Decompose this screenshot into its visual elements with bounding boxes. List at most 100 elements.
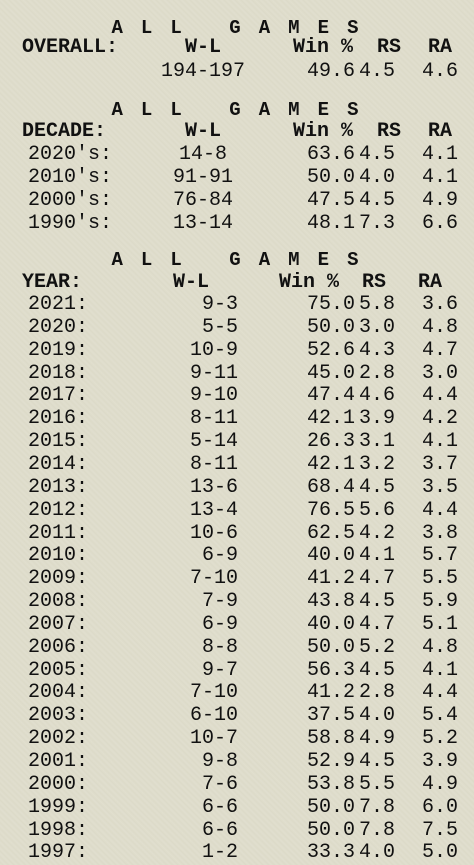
win-pct: 47.4 xyxy=(306,384,355,408)
runs-allowed: 6.0 xyxy=(421,795,458,819)
row-label: 2001: xyxy=(28,750,89,773)
runs-allowed: 4.7 xyxy=(421,338,458,362)
win-pct: 50.0 xyxy=(306,795,355,819)
row-label: 2019: xyxy=(28,338,89,362)
header-rs: RS xyxy=(376,36,402,59)
win-pct: 45.0 xyxy=(306,361,355,385)
runs-allowed: 5.2 xyxy=(421,727,458,751)
row-label: 2011: xyxy=(28,521,89,545)
header-ra: RA xyxy=(427,36,453,59)
runs-scored: 5.5 xyxy=(358,772,395,796)
win-loss: 8-8 xyxy=(201,635,238,659)
win-pct: 52.6 xyxy=(306,338,355,362)
runs-allowed: 4.1 xyxy=(421,658,458,682)
runs-scored: 3.1 xyxy=(358,430,395,454)
runs-scored: 4.9 xyxy=(358,727,395,751)
runs-allowed: 5.1 xyxy=(421,612,458,636)
win-pct: 56.3 xyxy=(306,658,355,682)
runs-allowed: 4.4 xyxy=(421,384,458,408)
header-wl: W-L xyxy=(184,120,222,143)
win-loss: 9-7 xyxy=(201,658,238,682)
win-pct: 68.4 xyxy=(306,475,355,499)
runs-scored: 4.5 xyxy=(358,658,395,682)
runs-scored: 3.2 xyxy=(358,452,395,476)
win-pct: 43.8 xyxy=(306,590,355,614)
win-loss: 8-11 xyxy=(189,452,238,476)
row-label: 1997: xyxy=(28,841,89,865)
row-label: 2006: xyxy=(28,635,89,659)
row-label: 1998: xyxy=(28,818,89,842)
runs-allowed: 4.1 xyxy=(421,430,458,454)
row-label: 2007: xyxy=(28,612,89,636)
win-pct: 50.0 xyxy=(306,166,355,189)
runs-scored: 7.8 xyxy=(358,818,395,842)
runs-allowed: 5.0 xyxy=(421,841,458,865)
runs-allowed: 3.5 xyxy=(421,475,458,499)
runs-allowed: 3.9 xyxy=(421,750,458,773)
row-label: 2018: xyxy=(28,361,89,385)
row-label: 2003: xyxy=(28,704,89,728)
runs-scored: 4.7 xyxy=(358,567,395,591)
win-loss: 9-8 xyxy=(201,750,238,773)
header-ra: RA xyxy=(427,120,453,143)
runs-scored: 4.5 xyxy=(358,750,395,773)
runs-scored: 3.0 xyxy=(358,315,395,339)
win-loss: 10-7 xyxy=(189,727,238,751)
runs-scored: 4.5 xyxy=(358,475,395,499)
runs-scored: 4.5 xyxy=(358,60,395,83)
runs-allowed: 3.8 xyxy=(421,521,458,545)
runs-scored: 5.2 xyxy=(358,635,395,659)
runs-allowed: 3.7 xyxy=(421,452,458,476)
row-label: 2013: xyxy=(28,475,89,499)
section-title: ALL GAMES xyxy=(111,99,377,121)
row-label: 2008: xyxy=(28,590,89,614)
win-pct: 41.2 xyxy=(306,567,355,591)
runs-scored: 4.5 xyxy=(358,590,395,614)
header-win: Win % xyxy=(278,271,339,294)
win-loss: 6-9 xyxy=(201,612,238,636)
win-loss: 9-11 xyxy=(189,361,238,385)
win-pct: 47.5 xyxy=(306,189,355,212)
header-label: DECADE: xyxy=(22,120,107,143)
win-pct: 48.1 xyxy=(306,212,355,235)
runs-allowed: 3.6 xyxy=(421,293,458,316)
row-label: 2014: xyxy=(28,452,89,476)
runs-allowed: 4.8 xyxy=(421,635,458,659)
win-pct: 53.8 xyxy=(306,772,355,796)
runs-allowed: 7.5 xyxy=(421,818,458,842)
win-pct: 52.9 xyxy=(306,750,355,773)
runs-scored: 4.2 xyxy=(358,521,395,545)
win-pct: 50.0 xyxy=(306,635,355,659)
row-label: 2000: xyxy=(28,772,89,796)
win-pct: 26.3 xyxy=(306,430,355,454)
header-win: Win % xyxy=(292,36,353,59)
runs-allowed: 4.1 xyxy=(421,143,458,166)
row-label: 2021: xyxy=(28,293,89,316)
win-loss: 9-3 xyxy=(201,293,238,316)
row-label: 2005: xyxy=(28,658,89,682)
win-loss: 9-10 xyxy=(189,384,238,408)
row-label: 2016: xyxy=(28,407,89,431)
win-loss: 14-8 xyxy=(178,143,228,166)
header-label: YEAR: xyxy=(22,271,83,294)
header-win: Win % xyxy=(292,120,353,143)
row-label: 1990's: xyxy=(28,212,113,235)
row-label: 2002: xyxy=(28,727,89,751)
win-loss: 6-6 xyxy=(201,818,238,842)
win-loss: 76-84 xyxy=(172,189,234,212)
win-loss: 6-6 xyxy=(201,795,238,819)
win-pct: 49.6 xyxy=(306,60,355,83)
win-loss: 5-5 xyxy=(201,315,238,339)
win-loss: 10-6 xyxy=(189,521,238,545)
row-label: 2010's: xyxy=(28,166,113,189)
runs-allowed: 4.2 xyxy=(421,407,458,431)
win-loss: 6-9 xyxy=(201,544,238,568)
header-rs: RS xyxy=(376,120,402,143)
runs-scored: 2.8 xyxy=(358,681,395,705)
runs-allowed: 4.6 xyxy=(421,60,458,83)
win-loss: 7-9 xyxy=(201,590,238,614)
header-wl: W-L xyxy=(184,36,222,59)
section-title: ALL GAMES xyxy=(111,249,377,271)
row-label: 2004: xyxy=(28,681,89,705)
runs-scored: 5.6 xyxy=(358,498,395,522)
